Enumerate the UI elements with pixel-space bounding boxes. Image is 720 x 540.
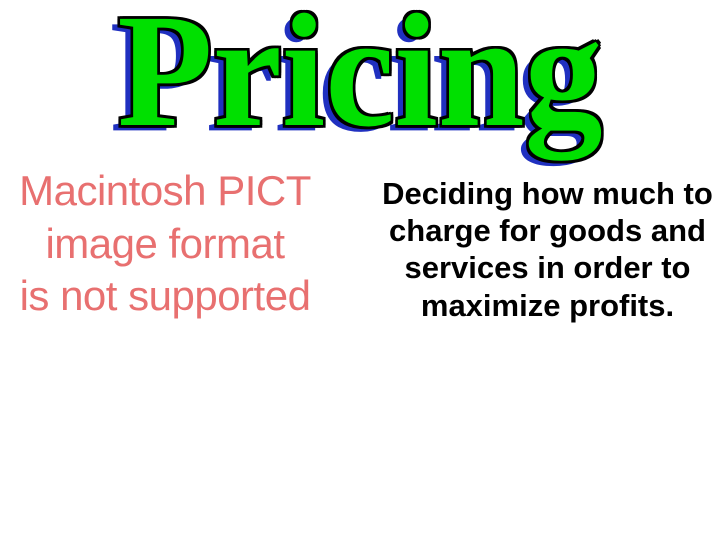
title-wordart: Pricing [117, 0, 602, 152]
slide: Pricing Macintosh PICT image format is n… [0, 0, 720, 540]
pict-placeholder: Macintosh PICT image format is not suppo… [0, 165, 330, 323]
placeholder-line-1: Macintosh PICT [19, 167, 311, 214]
body-text: Deciding how much to charge for goods an… [375, 175, 720, 324]
placeholder-line-2: image format [45, 220, 284, 267]
placeholder-line-3: is not supported [20, 272, 311, 319]
